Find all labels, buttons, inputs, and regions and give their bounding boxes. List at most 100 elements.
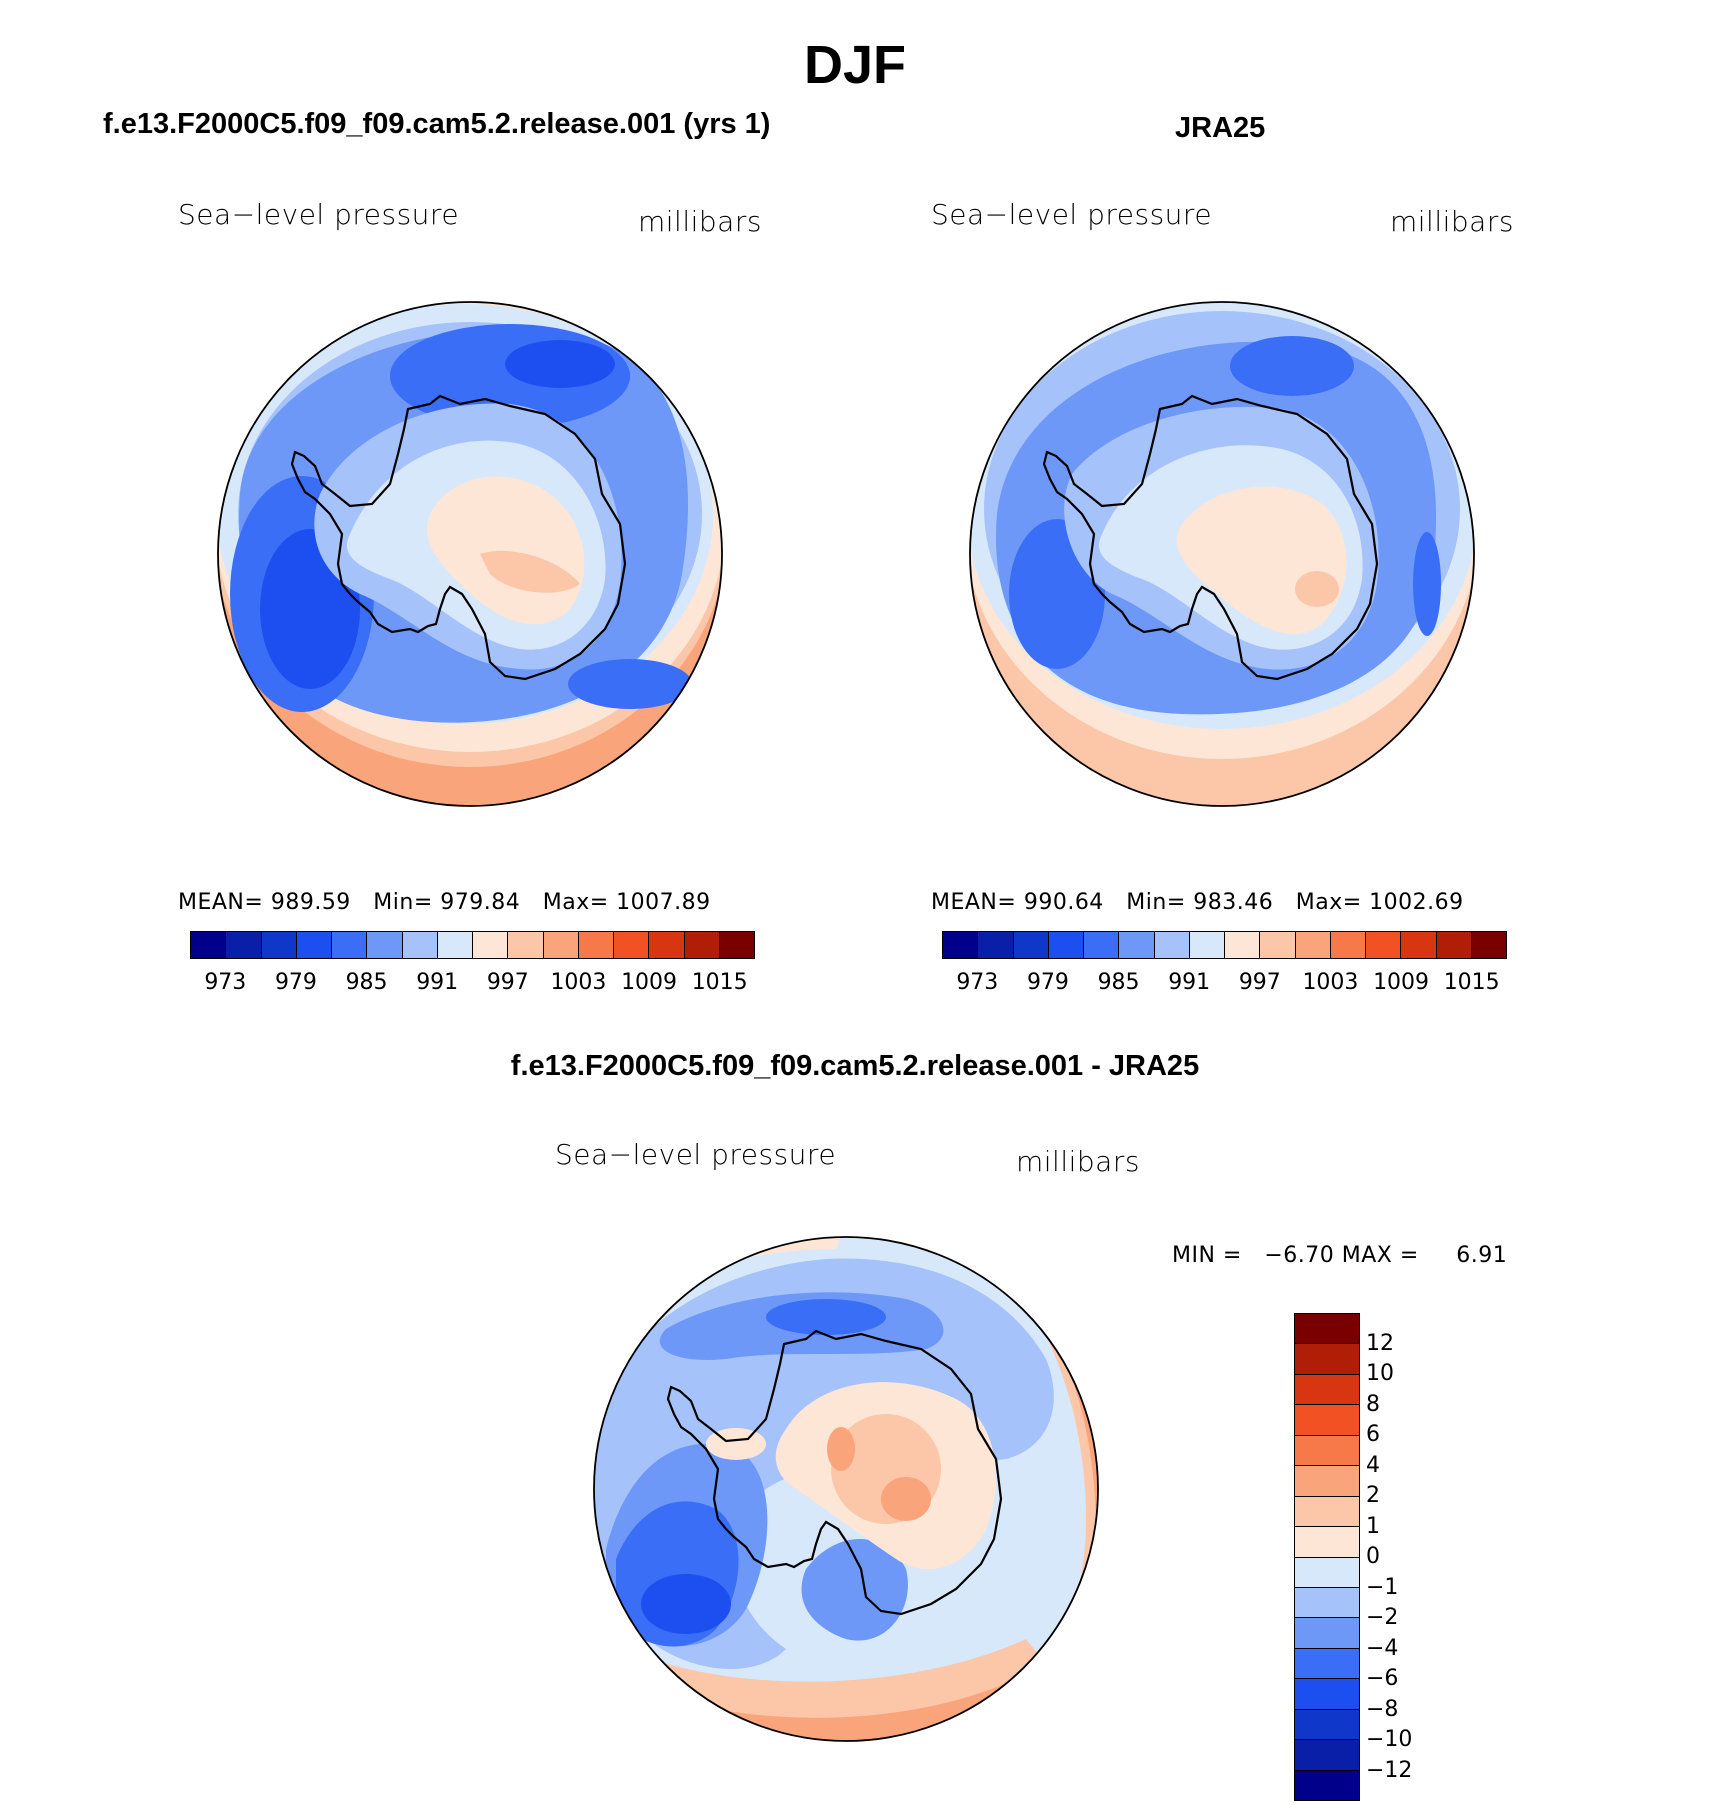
obs-colorbar-swatch (1012, 932, 1048, 958)
model-colorbar-tick-label: 985 (345, 970, 388, 995)
model-variable-label: Sea−level pressure (178, 198, 460, 231)
diff-colorbar-swatch (1295, 1495, 1359, 1527)
model-colorbar-swatch (260, 932, 296, 958)
model-max-value: 1007.89 (616, 890, 711, 915)
model-colorbar (190, 931, 755, 959)
obs-polar-map (969, 301, 1475, 807)
obs-colorbar-swatch (1118, 932, 1154, 958)
model-max-label: Max= (542, 890, 609, 915)
model-colorbar-swatch (577, 932, 613, 958)
model-colorbar-swatch (648, 932, 684, 958)
diff-variable-label: Sea−level pressure (555, 1138, 837, 1171)
diff-colorbar-swatch (1295, 1343, 1359, 1374)
diff-panel-title: f.e13.F2000C5.f09_f09.cam5.2.release.001… (510, 1050, 1200, 1082)
model-colorbar-tick-label: 991 (416, 970, 459, 995)
model-colorbar-tick-label: 973 (204, 970, 247, 995)
obs-colorbar-swatch (977, 932, 1013, 958)
diff-colorbar-swatch (1295, 1526, 1359, 1557)
obs-colorbar-tick-label: 979 (1026, 970, 1069, 995)
diff-colorbar-swatch (1295, 1373, 1359, 1405)
page-title: DJF (803, 35, 906, 95)
diff-colorbar-tick-label: −10 (1366, 1727, 1413, 1752)
obs-colorbar-tick-label: 1009 (1373, 970, 1430, 995)
obs-colorbar-swatch (1400, 932, 1436, 958)
diff-colorbar-swatch (1295, 1314, 1359, 1344)
diff-colorbar-tick-label: 4 (1366, 1452, 1380, 1478)
diff-min-value: −6.70 (1264, 1243, 1335, 1268)
obs-panel-title: JRA25 (1175, 112, 1266, 144)
obs-stats: MEAN= 990.64 Min= 983.46 Max= 1002.69 (931, 890, 1464, 915)
obs-colorbar-tick-label: 1015 (1443, 970, 1500, 995)
model-colorbar-swatch (542, 932, 578, 958)
model-min-value: 979.84 (440, 890, 521, 915)
obs-colorbar-swatch (1259, 932, 1295, 958)
diff-colorbar-tick-label: 12 (1366, 1330, 1394, 1356)
diff-max-label: MAX = (1341, 1243, 1419, 1268)
obs-colorbar-swatch (1329, 932, 1365, 958)
obs-mean-value: 990.64 (1023, 890, 1104, 915)
diff-colorbar-tick-label: 10 (1366, 1361, 1394, 1386)
obs-variable-label: Sea−level pressure (931, 198, 1213, 231)
model-colorbar-swatch (507, 932, 543, 958)
diff-units-label: millibars (1016, 1145, 1140, 1178)
diff-colorbar-tick-label: −6 (1366, 1666, 1399, 1691)
model-polar-map (217, 301, 723, 807)
diff-colorbar-swatch (1295, 1678, 1359, 1709)
diff-colorbar-tick-label: −12 (1366, 1757, 1413, 1783)
model-colorbar-swatch (191, 932, 226, 958)
obs-colorbar-swatch (1188, 932, 1224, 958)
obs-colorbar-swatch (1435, 932, 1471, 958)
model-colorbar-tick-label: 1003 (550, 970, 607, 995)
diff-colorbar-tick-label: −1 (1366, 1574, 1399, 1600)
model-min-label: Min= (373, 890, 433, 915)
model-colorbar-swatch (613, 932, 649, 958)
model-colorbar-tick-label: 1015 (691, 970, 748, 995)
model-colorbar-swatch (366, 932, 402, 958)
model-units-label: millibars (638, 205, 762, 238)
diff-colorbar-tick-label: −8 (1366, 1696, 1399, 1722)
obs-max-label: Max= (1295, 890, 1362, 915)
model-colorbar-tick-label: 997 (486, 970, 529, 995)
model-mean-value: 989.59 (270, 890, 351, 915)
diff-colorbar-swatch (1295, 1739, 1359, 1770)
model-colorbar-tick-label: 1009 (621, 970, 678, 995)
obs-colorbar-swatch (1047, 932, 1083, 958)
diff-colorbar-tick-label: 1 (1366, 1513, 1380, 1539)
model-stats: MEAN= 989.59 Min= 979.84 Max= 1007.89 (178, 890, 711, 915)
model-panel-title: f.e13.F2000C5.f09_f09.cam5.2.release.001… (103, 108, 771, 140)
obs-colorbar-swatch (1224, 932, 1260, 958)
model-colorbar-swatch (401, 932, 437, 958)
diff-stats: MIN = −6.70 MAX = 6.91 (1172, 1243, 1507, 1268)
diff-min-label: MIN = (1172, 1243, 1242, 1268)
diff-polar-map (593, 1236, 1099, 1742)
model-colorbar-swatch (718, 932, 754, 958)
model-colorbar-swatch (331, 932, 367, 958)
diff-colorbar-swatch (1295, 1617, 1359, 1648)
obs-colorbar-swatch (1083, 932, 1119, 958)
obs-colorbar-swatch (1294, 932, 1330, 958)
model-mean-label: MEAN= (178, 890, 264, 915)
obs-units-label: millibars (1390, 205, 1514, 238)
obs-max-value: 1002.69 (1369, 890, 1464, 915)
obs-colorbar-tick-label: 991 (1168, 970, 1211, 995)
diff-colorbar-swatch (1295, 1556, 1359, 1587)
diff-colorbar-swatch (1295, 1769, 1359, 1800)
model-colorbar-swatch (683, 932, 719, 958)
diff-colorbar (1294, 1313, 1360, 1801)
model-colorbar-swatch (436, 932, 472, 958)
diff-colorbar-tick-label: −4 (1366, 1635, 1399, 1661)
obs-colorbar (942, 931, 1507, 959)
diff-colorbar-tick-label: 0 (1366, 1544, 1380, 1569)
obs-colorbar-tick-label: 997 (1238, 970, 1281, 995)
diff-colorbar-tick-label: 2 (1366, 1483, 1380, 1508)
obs-min-value: 983.46 (1193, 890, 1274, 915)
diff-colorbar-swatch (1295, 1465, 1359, 1496)
obs-mean-label: MEAN= (931, 890, 1017, 915)
obs-min-label: Min= (1126, 890, 1186, 915)
obs-colorbar-tick-label: 973 (956, 970, 999, 995)
diff-colorbar-tick-label: 8 (1366, 1391, 1380, 1417)
model-colorbar-tick-label: 979 (274, 970, 317, 995)
obs-colorbar-swatch (1153, 932, 1189, 958)
obs-colorbar-swatch (943, 932, 978, 958)
diff-max-value: 6.91 (1456, 1243, 1508, 1268)
